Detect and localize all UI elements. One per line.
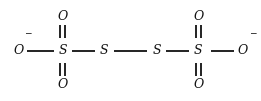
Text: O: O [238, 44, 248, 57]
Text: O: O [13, 44, 23, 57]
Text: −: − [25, 28, 32, 37]
Text: S: S [100, 44, 109, 57]
Text: O: O [193, 10, 204, 23]
Text: S: S [58, 44, 67, 57]
Text: O: O [193, 78, 204, 91]
Text: S: S [152, 44, 161, 57]
Text: O: O [57, 78, 68, 91]
Text: O: O [57, 10, 68, 23]
Text: S: S [194, 44, 203, 57]
Text: −: − [249, 28, 256, 37]
